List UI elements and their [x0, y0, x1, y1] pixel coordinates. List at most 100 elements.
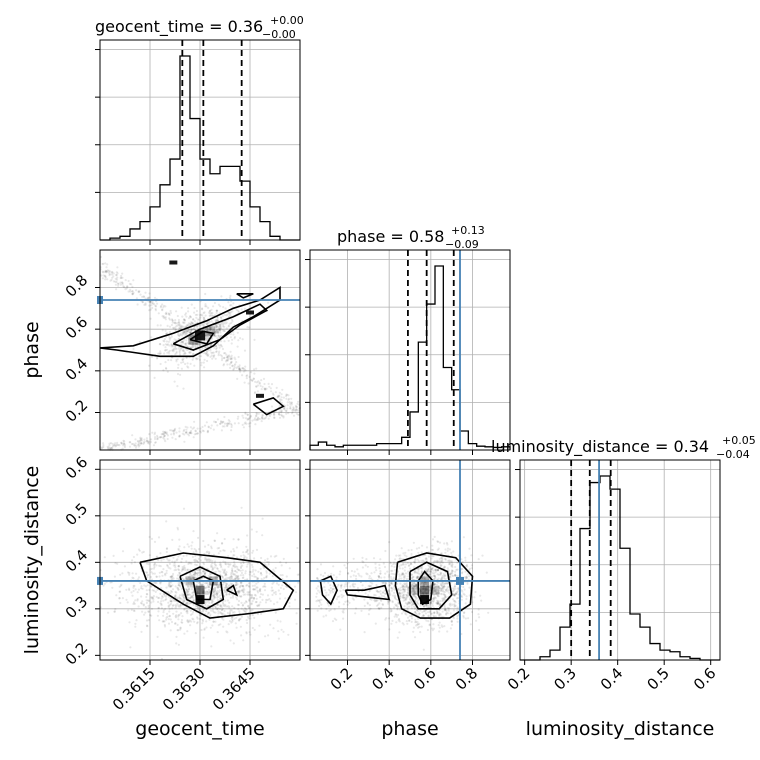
sample-point	[214, 587, 217, 590]
sample-point	[194, 554, 197, 558]
sample-point	[124, 279, 127, 282]
sample-point	[343, 564, 346, 567]
sample-point	[237, 422, 240, 425]
sample-point	[402, 599, 405, 602]
sample-point	[212, 590, 215, 593]
sample-point	[238, 364, 241, 367]
sample-point	[248, 599, 251, 602]
sample-point	[217, 624, 220, 627]
sample-point	[172, 350, 175, 353]
sample-point	[410, 552, 413, 556]
sample-point	[236, 590, 239, 593]
sample-point	[249, 421, 252, 425]
sample-point	[434, 585, 437, 589]
sample-point	[229, 609, 232, 612]
sample-point	[173, 562, 176, 565]
sample-point	[159, 350, 162, 353]
sample-point	[154, 436, 157, 439]
sample-point	[164, 595, 168, 598]
sample-point	[180, 597, 183, 600]
sample-point	[318, 604, 321, 608]
sample-point	[151, 596, 154, 599]
sample-point	[327, 604, 330, 607]
sample-point	[295, 412, 298, 415]
sample-point	[240, 506, 243, 509]
sample-point	[398, 567, 402, 570]
sample-point	[427, 582, 430, 585]
sample-point	[130, 562, 133, 565]
sample-point	[408, 601, 411, 604]
sample-point	[160, 607, 163, 610]
sample-point	[196, 607, 199, 610]
sample-point	[271, 593, 274, 597]
sample-point	[191, 321, 194, 324]
sample-point	[295, 408, 298, 411]
sample-point	[236, 598, 239, 601]
sample-point	[402, 623, 405, 626]
sample-point	[297, 413, 300, 416]
sample-point	[387, 590, 390, 593]
sample-point	[253, 338, 256, 341]
sample-point	[232, 564, 235, 567]
sample-point	[179, 597, 182, 600]
sample-point	[205, 581, 208, 585]
sample-point	[137, 605, 140, 608]
sample-point	[215, 575, 218, 579]
sample-point	[239, 565, 243, 568]
sample-point	[280, 401, 283, 404]
sample-point	[422, 614, 425, 617]
sample-point	[240, 615, 243, 618]
sample-point	[182, 430, 185, 433]
sample-point	[182, 554, 185, 558]
sample-point	[208, 320, 211, 324]
sample-point	[434, 568, 437, 571]
sample-point	[416, 576, 419, 579]
sample-point	[145, 624, 149, 627]
sample-point	[159, 436, 162, 439]
sample-point	[188, 575, 191, 578]
sample-point	[204, 333, 207, 336]
sample-point	[279, 400, 282, 403]
sample-point	[382, 581, 385, 584]
sample-point	[388, 584, 391, 587]
sample-point	[206, 550, 209, 553]
sample-point	[214, 330, 218, 333]
sample-point	[233, 356, 236, 359]
sample-point	[219, 331, 222, 334]
sample-point	[253, 392, 256, 395]
sample-point	[167, 591, 170, 594]
sample-point	[341, 610, 344, 613]
sample-point	[159, 324, 162, 327]
sample-point	[441, 600, 444, 603]
sample-point	[187, 590, 190, 593]
sample-point	[205, 332, 208, 335]
sample-point	[133, 584, 136, 588]
sample-point	[137, 576, 141, 579]
sample-point	[254, 569, 257, 572]
sample-point	[416, 623, 419, 626]
sample-point	[214, 326, 217, 329]
sample-point	[480, 599, 483, 602]
sample-point	[203, 366, 206, 369]
sample-point	[166, 437, 169, 441]
sample-point	[114, 280, 117, 283]
sample-point	[318, 599, 321, 603]
sample-point	[216, 332, 219, 335]
sample-point	[193, 364, 196, 367]
sample-point	[219, 597, 222, 600]
sample-point	[111, 446, 114, 449]
sample-point	[244, 365, 247, 368]
sample-point	[118, 597, 121, 600]
sample-point	[243, 602, 246, 605]
sample-point	[164, 349, 167, 352]
sample-point	[152, 596, 155, 600]
sample-point	[157, 600, 160, 604]
sample-point	[190, 547, 193, 550]
sample-point	[183, 546, 186, 549]
sample-point	[189, 577, 192, 580]
sample-point	[220, 421, 223, 424]
sample-point	[276, 619, 279, 622]
sample-point	[176, 602, 179, 605]
sample-point	[283, 408, 286, 411]
sample-point	[437, 600, 440, 603]
